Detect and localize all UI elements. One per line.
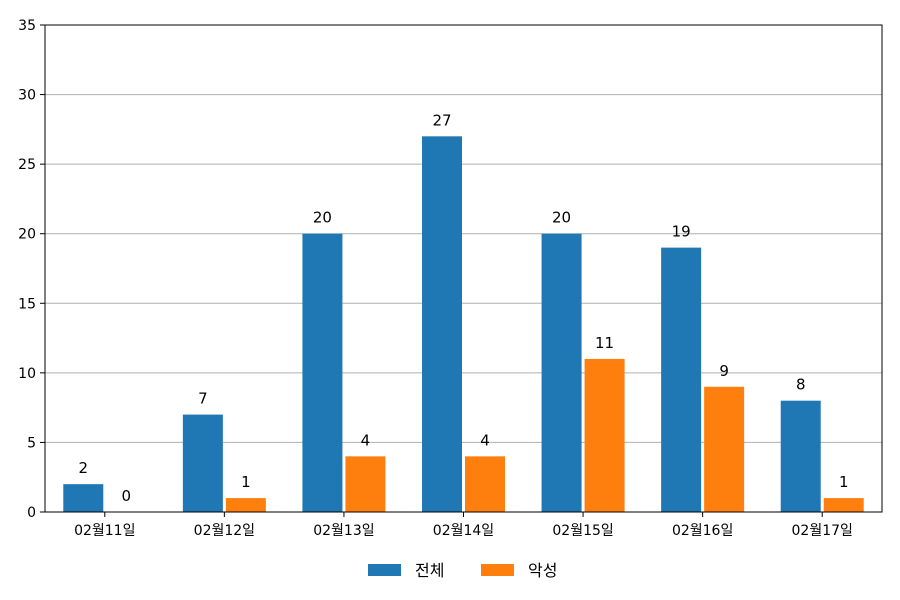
- bar-total: [182, 414, 223, 512]
- bar-malicious: [823, 498, 864, 512]
- data-label: 4: [361, 431, 371, 449]
- bar-total: [63, 484, 104, 512]
- data-label: 4: [480, 431, 490, 449]
- data-label: 9: [719, 362, 729, 380]
- bars: [63, 136, 864, 513]
- gridlines: [45, 94, 882, 443]
- bar-malicious: [584, 358, 625, 512]
- legend-label: 전체: [415, 561, 444, 580]
- bar-malicious: [465, 456, 505, 512]
- data-label: 20: [552, 209, 571, 227]
- data-label: 1: [241, 473, 251, 491]
- legend: 전체 악성: [368, 561, 557, 580]
- x-tick-label: 02월13일: [313, 523, 374, 539]
- data-label: 20: [313, 209, 332, 227]
- bar-total: [302, 233, 343, 512]
- bar-total: [780, 400, 821, 512]
- bar-total: [541, 233, 582, 512]
- y-axis: 0 5 10 15 20 25 30 35: [18, 18, 45, 521]
- x-tick-label: 02월16일: [672, 523, 733, 539]
- y-tick-label: 10: [18, 366, 36, 382]
- y-tick-label: 30: [18, 88, 36, 104]
- y-tick-label: 35: [18, 18, 36, 34]
- bar-total: [422, 136, 462, 513]
- x-tick-label: 02월15일: [552, 523, 613, 539]
- data-label: 11: [595, 334, 614, 352]
- legend-label: 악성: [528, 561, 557, 580]
- data-label: 19: [672, 223, 691, 241]
- plot-frame: [44, 24, 883, 513]
- data-label: 1: [839, 473, 849, 491]
- x-tick-label: 02월14일: [433, 523, 494, 539]
- y-tick-label: 25: [18, 157, 36, 173]
- y-tick-label: 0: [27, 505, 36, 521]
- bar-malicious: [704, 386, 745, 512]
- x-tick-label: 02월11일: [74, 523, 135, 539]
- data-label: 2: [79, 459, 89, 477]
- data-label: 27: [432, 111, 451, 129]
- data-label: 7: [198, 390, 208, 408]
- x-axis: 02월11일 02월12일 02월13일 02월14일 02월15일 02월16일 02월1…: [74, 512, 853, 539]
- bar-malicious: [345, 456, 386, 512]
- x-tick-label: 02월17일: [792, 523, 853, 539]
- legend-swatch: [368, 564, 401, 576]
- y-tick-label: 5: [27, 435, 36, 451]
- bar-malicious: [225, 498, 266, 512]
- data-label: 8: [796, 376, 806, 394]
- x-tick-label: 02월12일: [194, 523, 255, 539]
- y-tick-label: 20: [18, 227, 36, 243]
- bar-total: [661, 247, 702, 512]
- y-tick-label: 15: [18, 296, 36, 312]
- legend-swatch: [481, 564, 514, 576]
- data-label: 0: [122, 487, 132, 505]
